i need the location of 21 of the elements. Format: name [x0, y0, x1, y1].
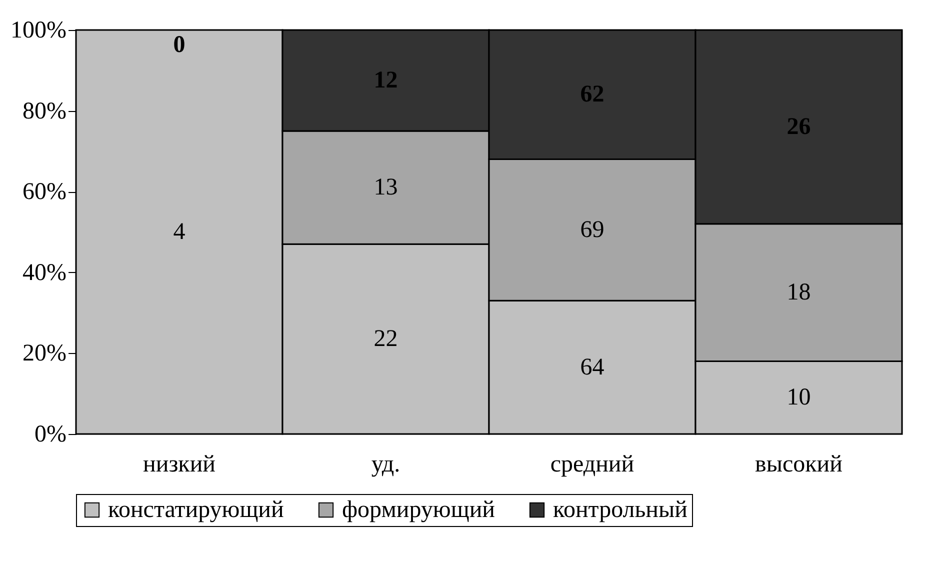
x-tick-label: низкий — [142, 452, 216, 478]
annotation: 64 — [580, 354, 604, 380]
x-tick-label: средний — [550, 452, 634, 478]
y-tick-label: 60% — [22, 179, 66, 206]
y-tick-label: 20% — [22, 340, 66, 367]
x-tick-label: уд. — [371, 452, 400, 478]
y-tick-label: 100% — [10, 18, 66, 44]
y-tick-label: 40% — [22, 260, 66, 286]
annotation: 18 — [786, 280, 811, 306]
legend-label: контрольный — [553, 497, 688, 523]
annotation: 10 — [786, 384, 811, 411]
annotation: 4 — [173, 219, 186, 245]
annotation: 0 — [173, 32, 186, 58]
legend-label: формирующий — [342, 497, 496, 523]
annotation: 69 — [580, 216, 604, 243]
y-tick-label: 0% — [34, 422, 66, 448]
annotation: 13 — [374, 174, 398, 201]
annotation: 22 — [374, 326, 398, 352]
legend-label: констатирующий — [108, 497, 284, 523]
x-tick-label: высокий — [755, 452, 843, 478]
y-tick-label: 80% — [22, 98, 66, 124]
